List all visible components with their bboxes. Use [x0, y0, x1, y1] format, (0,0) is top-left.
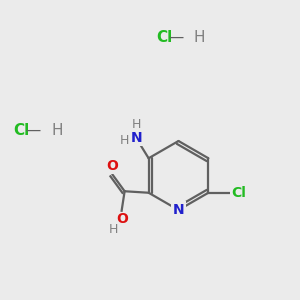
Text: —: —	[168, 30, 183, 45]
Text: Cl: Cl	[14, 123, 30, 138]
Text: Cl: Cl	[156, 30, 172, 45]
Text: O: O	[117, 212, 128, 226]
Text: H: H	[194, 30, 205, 45]
Text: H: H	[109, 223, 119, 236]
Text: O: O	[107, 159, 118, 173]
Text: Cl: Cl	[231, 186, 246, 200]
Text: H: H	[132, 118, 141, 131]
Text: H: H	[120, 134, 129, 147]
Text: H: H	[51, 123, 63, 138]
Text: —: —	[26, 123, 40, 138]
Text: N: N	[131, 131, 142, 145]
Text: N: N	[173, 203, 184, 217]
